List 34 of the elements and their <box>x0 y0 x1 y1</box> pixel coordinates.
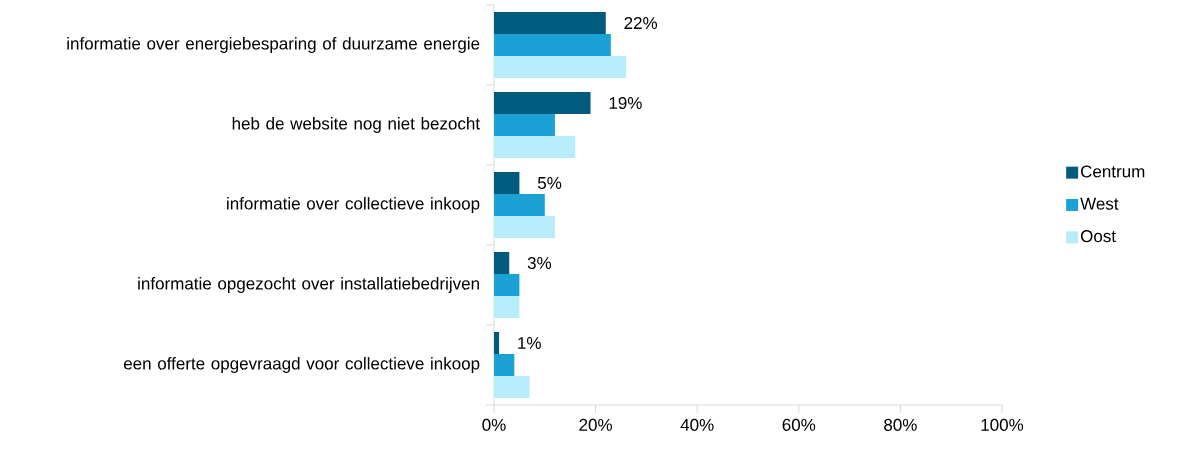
x-tick-label: 100% <box>981 418 1024 431</box>
bar <box>494 251 510 274</box>
y-tick-label: informatie over energiebesparing of duurzame energie <box>67 37 480 53</box>
data-label: 1% <box>518 337 541 349</box>
legend-label: Centrum <box>1081 165 1145 178</box>
bar <box>494 295 520 318</box>
x-tick-label: 60% <box>782 418 816 431</box>
bar <box>494 353 515 376</box>
bar <box>494 194 545 216</box>
bar <box>494 216 555 238</box>
bar <box>494 34 611 56</box>
bar <box>494 92 591 114</box>
bar <box>494 331 500 354</box>
y-tick-label: heb de website nog niet bezocht <box>232 117 480 133</box>
bar <box>494 136 576 158</box>
bar <box>494 12 606 34</box>
y-tick-label: informatie opgezocht over installatiebedrijven <box>138 277 479 293</box>
x-tick-label: 0% <box>482 418 506 431</box>
y-tick-label: informatie over collectieve inkoop <box>227 197 480 213</box>
bar <box>494 114 555 136</box>
legend-label: Oost <box>1080 230 1116 243</box>
bar <box>494 273 520 296</box>
data-label: 19% <box>609 96 642 110</box>
y-tick-label: een offerte opgevraagd voor collectieve inkoop <box>123 357 480 373</box>
x-tick-label: 80% <box>884 418 917 431</box>
bar <box>494 56 627 78</box>
legend-label: West <box>1080 197 1119 210</box>
x-tick-label: 40% <box>680 418 714 431</box>
data-label: 5% <box>537 177 562 189</box>
x-tick-label: 20% <box>579 418 612 431</box>
bar <box>494 172 520 194</box>
data-label: 22% <box>624 17 658 29</box>
data-label: 3% <box>527 256 552 270</box>
bar <box>494 375 530 398</box>
